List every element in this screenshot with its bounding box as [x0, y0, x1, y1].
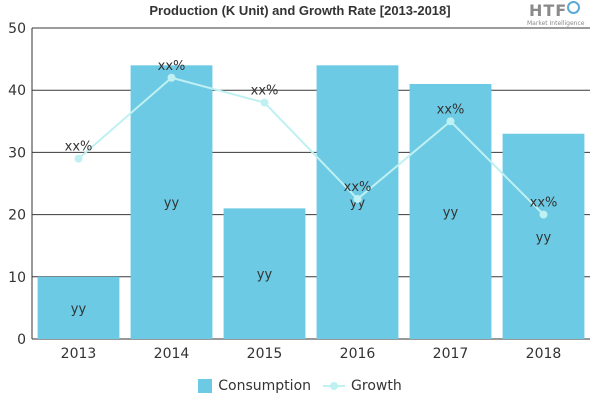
bar-2013 — [37, 276, 120, 339]
globe-icon — [567, 1, 580, 14]
logo-mark: HTF — [529, 1, 568, 20]
consumption-swatch — [198, 379, 213, 393]
growth-data-label: xx% — [437, 102, 465, 117]
htf-logo: HTF Market Intelligence — [527, 1, 585, 31]
bar-data-label: yy — [164, 196, 180, 211]
bar-data-label: yy — [443, 205, 459, 220]
growth-point-2015 — [260, 98, 269, 107]
growth-swatch — [323, 379, 346, 393]
growth-data-label: xx% — [158, 59, 186, 74]
growth-point-2016 — [353, 195, 362, 204]
bar-data-label: yy — [536, 230, 552, 245]
bar-2014 — [130, 65, 213, 339]
x-tick-label: 2014 — [154, 346, 190, 362]
legend-label-growth: Growth — [351, 378, 402, 394]
bar-data-label: yy — [71, 302, 87, 317]
x-tick-label: 2018 — [526, 346, 562, 362]
legend-item-consumption[interactable]: Consumption — [198, 378, 311, 394]
growth-data-label: xx% — [530, 196, 558, 211]
bar-data-label: yy — [257, 268, 273, 283]
y-tick-label: 50 — [8, 21, 26, 37]
growth-point-2014 — [167, 73, 176, 82]
logo-subtitle: Market Intelligence — [527, 20, 585, 27]
growth-data-label: xx% — [65, 140, 93, 155]
legend-item-growth[interactable]: Growth — [323, 378, 402, 394]
growth-point-2013 — [74, 154, 83, 163]
legend-label-consumption: Consumption — [218, 378, 312, 394]
bar-2018 — [502, 133, 585, 339]
chart-title: Production (K Unit) and Growth Rate [201… — [149, 3, 451, 18]
x-tick-label: 2016 — [340, 346, 376, 362]
bar-2017 — [409, 83, 492, 339]
growth-data-label: xx% — [251, 84, 279, 99]
y-tick-label: 30 — [8, 145, 26, 161]
growth-data-label: xx% — [344, 180, 372, 195]
y-tick-label: 40 — [8, 83, 26, 99]
y-tick-label: 10 — [8, 270, 26, 286]
x-tick-label: 2015 — [247, 346, 283, 362]
growth-point-2017 — [446, 117, 455, 126]
x-tick-label: 2017 — [433, 346, 469, 362]
x-tick-label: 2013 — [61, 346, 97, 362]
bar-2015 — [223, 208, 306, 339]
y-tick-label: 20 — [8, 208, 26, 224]
legend: Consumption Growth — [0, 378, 600, 394]
growth-line — [77, 76, 545, 216]
growth-point-2018 — [539, 210, 548, 219]
y-tick-label: 0 — [17, 332, 26, 348]
